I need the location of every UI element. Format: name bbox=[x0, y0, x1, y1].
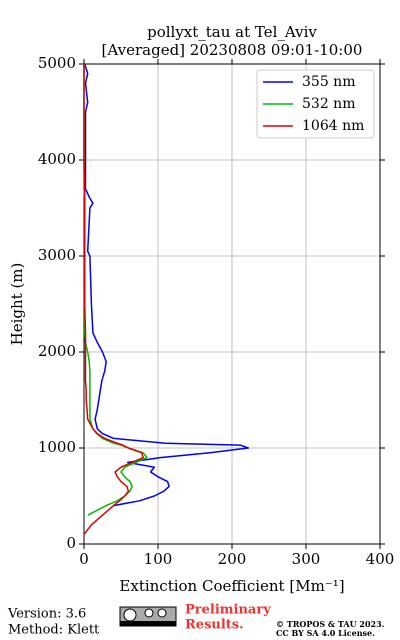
x-axis-label: Extinction Coefficient [Mm⁻¹] bbox=[119, 577, 344, 595]
legend-label: 532 nm bbox=[302, 96, 355, 112]
profile-line bbox=[83, 63, 250, 507]
legend: 355 nm 532 nm 1064 nm bbox=[256, 69, 375, 139]
x-tick-label: 400 bbox=[366, 550, 395, 568]
profile-line bbox=[83, 64, 144, 535]
y-axis-label: Height (m) bbox=[8, 263, 26, 346]
copyright: CC BY SA 4.0 License. bbox=[276, 628, 375, 638]
legend-box bbox=[256, 69, 375, 139]
cc-badge bbox=[119, 606, 177, 627]
version: Version: 3.6 bbox=[7, 607, 86, 622]
y-tick-label: 5000 bbox=[38, 54, 76, 72]
y-tick-label: 0 bbox=[66, 534, 76, 552]
chart-subtitle: [Averaged] 20230808 09:01-10:00 bbox=[102, 41, 363, 59]
x-tick-label: 300 bbox=[292, 550, 321, 568]
copyright: © TROPOS & TAU 2023. bbox=[276, 619, 385, 629]
legend-label: 355 nm bbox=[302, 74, 355, 90]
method: Method: Klett bbox=[8, 623, 100, 638]
y-tick-label: 3000 bbox=[38, 246, 76, 264]
y-tick-label: 2000 bbox=[38, 342, 76, 360]
y-tick-label: 1000 bbox=[38, 438, 76, 456]
preliminary-note: Preliminary bbox=[185, 603, 271, 618]
profile-line bbox=[83, 64, 148, 516]
preliminary-note: Results. bbox=[185, 618, 244, 633]
x-tick-label: 200 bbox=[218, 550, 247, 568]
x-tick-label: 0 bbox=[79, 550, 89, 568]
x-tick-label: 100 bbox=[144, 550, 173, 568]
chart-title: pollyxt_tau at Tel_Aviv bbox=[147, 23, 317, 41]
y-tick-label: 4000 bbox=[38, 150, 76, 168]
legend-label: 1064 nm bbox=[302, 118, 364, 134]
